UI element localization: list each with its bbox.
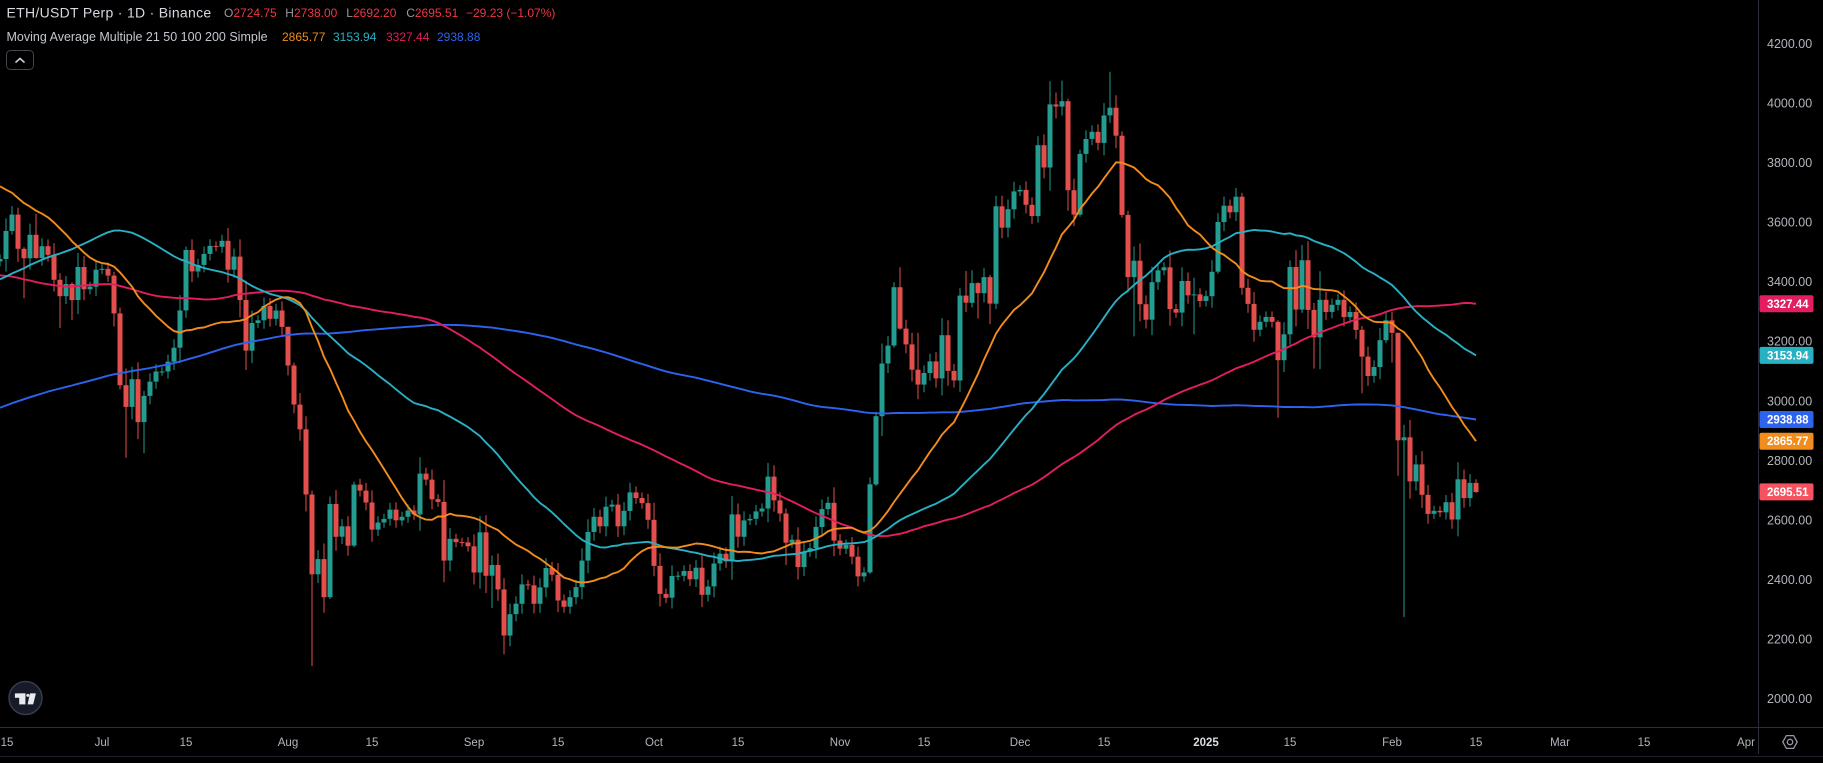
svg-text:Feb: Feb xyxy=(1382,737,1402,749)
svg-text:2025: 2025 xyxy=(1193,737,1219,749)
svg-text:Oct: Oct xyxy=(645,737,664,749)
svg-text:15: 15 xyxy=(180,737,193,749)
svg-text:4200.00: 4200.00 xyxy=(1767,37,1812,51)
svg-text:15: 15 xyxy=(1284,737,1297,749)
svg-text:2600.00: 2600.00 xyxy=(1767,513,1812,527)
svg-text:15: 15 xyxy=(918,737,931,749)
svg-text:3153.94: 3153.94 xyxy=(333,30,377,44)
svg-text:C2695.51: C2695.51 xyxy=(406,6,458,20)
svg-text:15: 15 xyxy=(1,737,14,749)
svg-text:−29.23 (−1.07%): −29.23 (−1.07%) xyxy=(466,6,555,20)
svg-text:Apr: Apr xyxy=(1737,737,1755,749)
svg-text:15: 15 xyxy=(732,737,745,749)
svg-text:2938.88: 2938.88 xyxy=(437,30,481,44)
svg-text:Mar: Mar xyxy=(1550,737,1570,749)
svg-text:2800.00: 2800.00 xyxy=(1767,454,1812,468)
svg-text:15: 15 xyxy=(552,737,565,749)
svg-text:Sep: Sep xyxy=(464,737,484,749)
svg-text:4000.00: 4000.00 xyxy=(1767,97,1812,111)
svg-text:3327.44: 3327.44 xyxy=(1767,299,1809,311)
svg-text:15: 15 xyxy=(1470,737,1483,749)
svg-text:ETH/USDT Perp · 1D · Binance: ETH/USDT Perp · 1D · Binance xyxy=(7,5,212,21)
svg-text:2695.51: 2695.51 xyxy=(1767,487,1809,499)
svg-text:H2738.00: H2738.00 xyxy=(285,6,337,20)
svg-text:Aug: Aug xyxy=(278,737,298,749)
svg-text:3400.00: 3400.00 xyxy=(1767,275,1812,289)
svg-text:3600.00: 3600.00 xyxy=(1767,216,1812,230)
svg-text:3800.00: 3800.00 xyxy=(1767,156,1812,170)
svg-text:Jul: Jul xyxy=(95,737,110,749)
svg-text:O2724.75: O2724.75 xyxy=(224,6,277,20)
svg-text:3000.00: 3000.00 xyxy=(1767,394,1812,408)
svg-text:3327.44: 3327.44 xyxy=(386,30,430,44)
svg-text:2938.88: 2938.88 xyxy=(1767,415,1809,427)
svg-text:Nov: Nov xyxy=(830,737,851,749)
svg-text:2865.77: 2865.77 xyxy=(282,30,326,44)
svg-text:Dec: Dec xyxy=(1010,737,1031,749)
svg-text:2865.77: 2865.77 xyxy=(1767,436,1809,448)
svg-text:Moving Average Multiple 21 50: Moving Average Multiple 21 50 100 200 Si… xyxy=(7,30,268,44)
svg-text:L2692.20: L2692.20 xyxy=(346,6,396,20)
svg-text:3200.00: 3200.00 xyxy=(1767,335,1812,349)
svg-text:15: 15 xyxy=(1638,737,1651,749)
svg-text:2400.00: 2400.00 xyxy=(1767,573,1812,587)
svg-text:3153.94: 3153.94 xyxy=(1767,350,1809,362)
svg-text:15: 15 xyxy=(1098,737,1111,749)
svg-text:2200.00: 2200.00 xyxy=(1767,633,1812,647)
svg-text:2000.00: 2000.00 xyxy=(1767,692,1812,706)
svg-text:15: 15 xyxy=(366,737,379,749)
